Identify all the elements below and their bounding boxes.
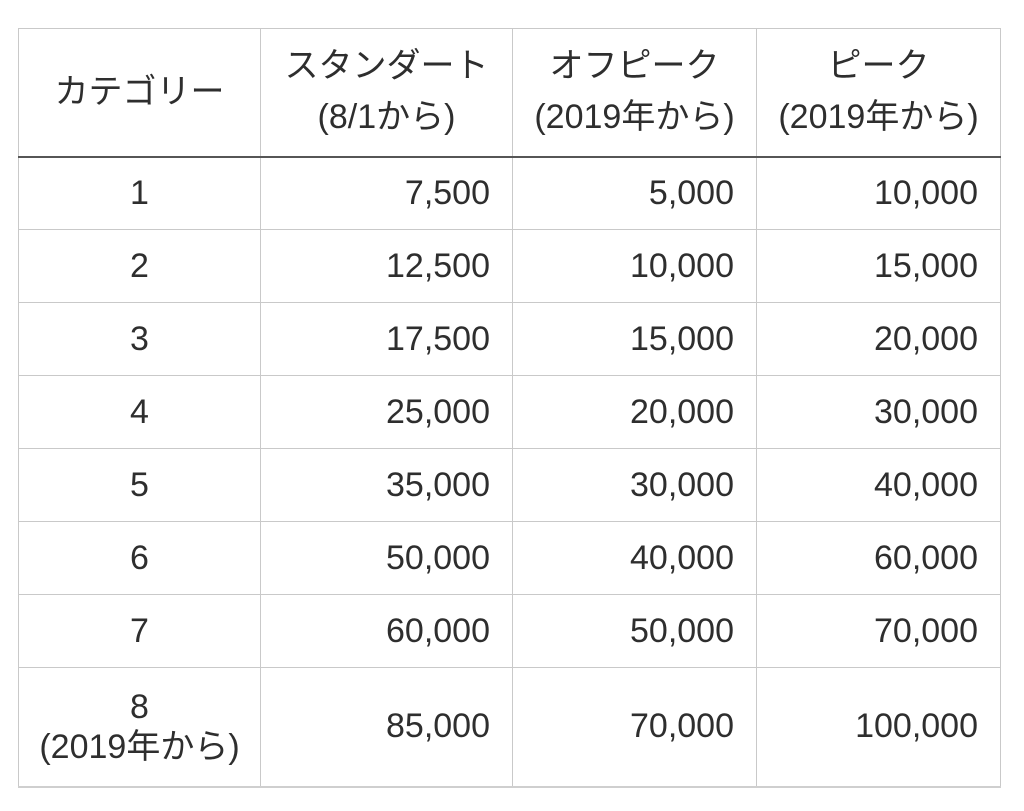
cell-peak: 15,000: [756, 229, 1001, 303]
cell-standard: 35,000: [260, 448, 513, 522]
cell-category: 3: [18, 302, 261, 376]
cell-offpeak: 50,000: [512, 594, 757, 668]
cell-peak: 100,000: [756, 667, 1001, 788]
cell-category: 5: [18, 448, 261, 522]
table-row: 8 (2019年から) 85,000 70,000 100,000: [18, 667, 1001, 788]
cell-standard: 85,000: [260, 667, 513, 788]
cell-peak: 70,000: [756, 594, 1001, 668]
cell-standard: 17,500: [260, 302, 513, 376]
cell-peak: 10,000: [756, 156, 1001, 230]
category-label: 8: [130, 687, 149, 726]
cell-standard: 60,000: [260, 594, 513, 668]
cell-category: 4: [18, 375, 261, 449]
cell-standard: 7,500: [260, 156, 513, 230]
pricing-table: カテゴリー スタンダート (8/1から) オフピーク (2019年から) ピーク…: [18, 28, 1001, 788]
table-header-row: カテゴリー スタンダート (8/1から) オフピーク (2019年から) ピーク…: [18, 28, 1001, 158]
table-row: 7 60,000 50,000 70,000: [18, 594, 1001, 668]
header-peak-line1: ピーク: [827, 47, 930, 86]
header-offpeak-line2: (2019年から): [534, 98, 735, 137]
cell-offpeak: 5,000: [512, 156, 757, 230]
cell-category: 8 (2019年から): [18, 667, 261, 788]
category-label: 5: [130, 465, 149, 504]
category-label: 7: [130, 611, 149, 650]
cell-category: 2: [18, 229, 261, 303]
cell-offpeak: 30,000: [512, 448, 757, 522]
header-offpeak-line1: オフピーク: [549, 47, 720, 86]
header-cell-standard: スタンダート (8/1から): [260, 28, 513, 158]
table-row: 5 35,000 30,000 40,000: [18, 448, 1001, 522]
cell-offpeak: 20,000: [512, 375, 757, 449]
cell-category: 7: [18, 594, 261, 668]
cell-standard: 25,000: [260, 375, 513, 449]
header-cell-peak: ピーク (2019年から): [756, 28, 1001, 158]
header-peak-line2: (2019年から): [778, 98, 979, 137]
cell-standard: 12,500: [260, 229, 513, 303]
header-standard-line2: (8/1から): [317, 98, 456, 137]
cell-peak: 30,000: [756, 375, 1001, 449]
header-cell-category: カテゴリー: [18, 28, 261, 158]
header-category-line1: カテゴリー: [54, 72, 225, 111]
cell-peak: 40,000: [756, 448, 1001, 522]
table-row: 4 25,000 20,000 30,000: [18, 375, 1001, 449]
cell-offpeak: 15,000: [512, 302, 757, 376]
cell-offpeak: 10,000: [512, 229, 757, 303]
pricing-table-container: カテゴリー スタンダート (8/1から) オフピーク (2019年から) ピーク…: [18, 28, 1001, 788]
category-label: 3: [130, 319, 149, 358]
header-cell-offpeak: オフピーク (2019年から): [512, 28, 757, 158]
category-label: 1: [130, 174, 149, 213]
category-label: 2: [130, 246, 149, 285]
cell-offpeak: 70,000: [512, 667, 757, 788]
cell-offpeak: 40,000: [512, 521, 757, 595]
cell-category: 1: [18, 156, 261, 230]
table-row: 6 50,000 40,000 60,000: [18, 521, 1001, 595]
category-label: 6: [130, 538, 149, 577]
cell-standard: 50,000: [260, 521, 513, 595]
category-sublabel: (2019年から): [39, 727, 240, 766]
cell-peak: 20,000: [756, 302, 1001, 376]
table-row: 1 7,500 5,000 10,000: [18, 156, 1001, 230]
table-row: 3 17,500 15,000 20,000: [18, 302, 1001, 376]
table-row: 2 12,500 10,000 15,000: [18, 229, 1001, 303]
header-standard-line1: スタンダート: [284, 47, 489, 86]
category-label: 4: [130, 392, 149, 431]
cell-category: 6: [18, 521, 261, 595]
cell-peak: 60,000: [756, 521, 1001, 595]
